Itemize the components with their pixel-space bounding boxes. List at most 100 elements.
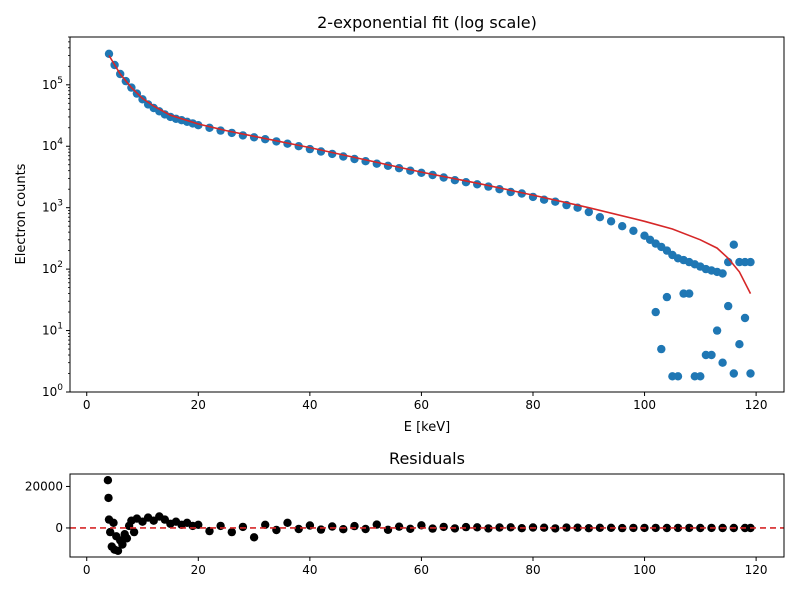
residual-data-point — [685, 523, 694, 533]
main-x-tick-label: 40 — [302, 398, 317, 412]
residual-data-point — [406, 524, 415, 533]
main-plot-area — [104, 49, 755, 381]
main-fit-line — [108, 55, 752, 294]
main-data-point — [584, 207, 593, 217]
main-y-tick-label: 105 — [42, 76, 63, 92]
residual-data-point — [249, 533, 259, 542]
main-data-point — [673, 372, 683, 381]
residual-data-point — [283, 518, 292, 527]
residual-data-point — [261, 520, 270, 529]
residual-data-point — [238, 522, 248, 532]
residual-data-point — [294, 524, 303, 534]
main-data-point — [595, 213, 605, 222]
residual-data-point — [461, 522, 471, 532]
residuals-y-ticks: 0 20000 — [25, 479, 70, 535]
residuals-chart-title: Residuals — [389, 449, 465, 468]
residual-data-point — [573, 523, 582, 532]
residual-data-point — [194, 520, 203, 529]
residual-data-point — [350, 521, 359, 531]
residuals-x-tick-label: 0 — [83, 563, 91, 577]
main-y-tick-label: 102 — [42, 260, 63, 276]
residual-data-point — [272, 525, 281, 535]
residuals-x-ticks: 0 20 40 60 80 100 120 — [83, 557, 768, 577]
residual-data-point — [103, 476, 113, 485]
residuals-y-tick-label: 0 — [55, 521, 63, 535]
residuals-chart: Residuals 0 20 40 60 80 100 120 0 20000 — [25, 449, 785, 577]
main-data-point — [718, 269, 727, 278]
residual-data-point — [495, 523, 504, 532]
residuals-x-tick-label: 60 — [414, 563, 429, 577]
residuals-plot-area — [70, 476, 784, 555]
main-data-point — [696, 372, 705, 381]
residual-data-point — [122, 534, 132, 543]
residual-data-point — [113, 546, 123, 555]
residual-data-point — [662, 523, 672, 533]
residual-data-point — [562, 523, 571, 532]
residual-data-point — [109, 518, 118, 527]
residuals-x-tick-label: 40 — [302, 563, 317, 577]
main-data-point — [629, 226, 638, 235]
residuals-x-tick-label: 80 — [525, 563, 540, 577]
main-data-point — [618, 222, 627, 231]
residual-data-point — [673, 523, 683, 533]
main-chart-title: 2-exponential fit (log scale) — [317, 13, 537, 32]
residual-data-point — [106, 527, 115, 537]
main-data-point — [746, 369, 755, 378]
main-data-point — [305, 144, 315, 154]
residual-data-point — [361, 524, 370, 534]
main-y-axis-label: Electron counts — [14, 163, 29, 264]
main-data-point — [685, 289, 694, 298]
main-data-point — [746, 257, 755, 267]
main-y-tick-label: 100 — [42, 383, 63, 399]
residuals-axes-frame — [69, 473, 785, 558]
residual-data-point — [473, 523, 482, 532]
residual-data-point — [584, 524, 593, 533]
main-x-axis-label: E [keV] — [404, 420, 450, 435]
main-data-point — [606, 217, 616, 226]
main-x-tick-label: 120 — [745, 398, 768, 412]
main-x-ticks: 0 20 40 60 80 100 120 — [83, 392, 768, 412]
residual-data-point — [339, 525, 348, 534]
residual-data-point — [484, 524, 493, 533]
main-data-point — [740, 313, 750, 323]
main-x-tick-label: 80 — [525, 398, 540, 412]
main-data-point — [651, 307, 660, 317]
residual-data-point — [129, 527, 139, 537]
residual-data-point — [205, 526, 214, 536]
residuals-x-tick-label: 20 — [191, 563, 206, 577]
main-data-point — [707, 350, 716, 360]
residual-data-point — [328, 522, 337, 531]
main-y-tick-label: 101 — [42, 322, 63, 338]
residuals-x-tick-label: 120 — [745, 563, 768, 577]
main-data-point — [104, 49, 114, 58]
main-x-tick-label: 0 — [83, 398, 91, 412]
main-data-point — [657, 344, 666, 354]
residual-data-point — [439, 522, 448, 532]
main-data-point — [450, 176, 460, 185]
residual-data-point — [316, 525, 326, 534]
residual-data-point — [216, 521, 225, 531]
main-data-point — [662, 292, 672, 302]
residuals-y-tick-label: 20000 — [25, 479, 63, 493]
main-data-point — [729, 369, 738, 378]
main-y-tick-label: 103 — [42, 199, 63, 215]
residual-data-point — [227, 527, 236, 537]
residual-data-point — [372, 520, 381, 529]
main-data-point — [735, 340, 744, 349]
main-x-tick-label: 60 — [414, 398, 429, 412]
main-x-tick-label: 100 — [633, 398, 656, 412]
residual-data-point — [394, 522, 404, 531]
main-data-point — [712, 326, 722, 335]
main-data-point — [718, 358, 727, 367]
main-data-point — [724, 301, 733, 311]
main-y-tick-label: 104 — [42, 137, 63, 153]
main-y-ticks: 100 101 102 103 104 105 — [42, 36, 70, 399]
main-data-point — [729, 240, 738, 249]
main-x-tick-label: 20 — [191, 398, 206, 412]
residual-data-point — [595, 523, 605, 532]
residual-data-point — [118, 540, 127, 549]
residual-data-point — [104, 493, 113, 503]
main-chart: 2-exponential fit (log scale) 0 20 40 60 80 1… — [14, 13, 785, 435]
main-axes-frame — [69, 36, 785, 393]
